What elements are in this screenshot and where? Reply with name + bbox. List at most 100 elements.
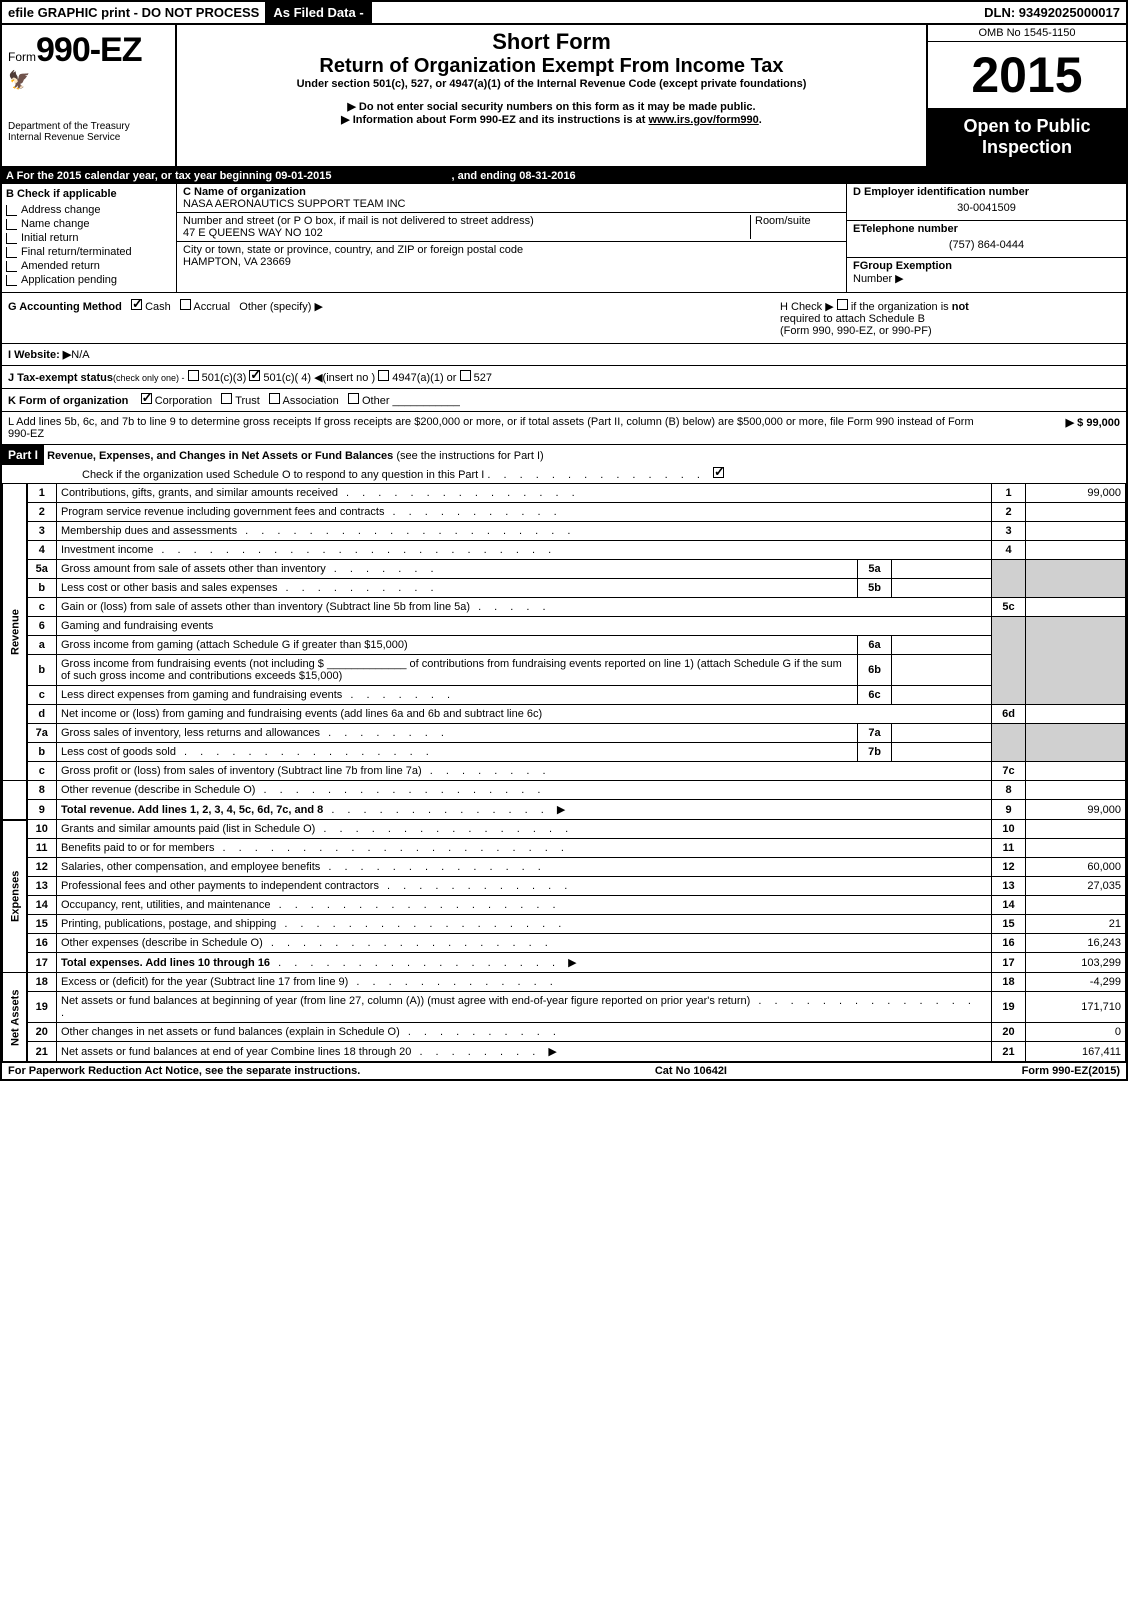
form-990ez-page: efile GRAPHIC print - DO NOT PROCESS As …	[0, 0, 1128, 1081]
year-box: OMB No 1545-1150 2015 Open to Public Ins…	[926, 25, 1126, 166]
short-form-title: Short Form	[185, 29, 918, 55]
line-5c: c Gain or (loss) from sale of assets oth…	[3, 598, 1126, 617]
chk-schedule-b-not-required[interactable]	[837, 299, 848, 310]
net-assets-side-label: Net Assets	[3, 973, 27, 1062]
chk-501c3[interactable]	[188, 370, 199, 381]
line-7c: c Gross profit or (loss) from sales of i…	[3, 762, 1126, 781]
line-6b: b Gross income from fundraising events (…	[3, 655, 1126, 686]
line-15: 15 Printing, publications, postage, and …	[3, 915, 1126, 934]
line-20: 20 Other changes in net assets or fund b…	[3, 1023, 1126, 1042]
line-6: 6 Gaming and fundraising events	[3, 617, 1126, 636]
row-i-website: I Website: ▶N/A	[2, 344, 1126, 366]
street-value: 47 E QUEENS WAY NO 102	[183, 227, 750, 239]
ein-label: D Employer identification number	[853, 186, 1120, 198]
form-version: Form 990-EZ(2015)	[1022, 1065, 1120, 1077]
line-7b: b Less cost of goods sold . . . . . . . …	[3, 743, 1126, 762]
form-prefix: Form	[8, 50, 36, 64]
line-8: 8 Other revenue (describe in Schedule O)…	[3, 781, 1126, 800]
as-filed-label: As Filed Data -	[265, 2, 371, 23]
line-18-value: -4,299	[1026, 973, 1126, 992]
form-number: 990-EZ	[36, 31, 142, 69]
footer: For Paperwork Reduction Act Notice, see …	[2, 1062, 1126, 1079]
line-13-value: 27,035	[1026, 877, 1126, 896]
part-1-table: Revenue 1 Contributions, gifts, grants, …	[2, 483, 1126, 1062]
line-16: 16 Other expenses (describe in Schedule …	[3, 934, 1126, 953]
chk-final-return[interactable]: Final return/terminated	[6, 246, 172, 258]
line-5a: 5a Gross amount from sale of assets othe…	[3, 560, 1126, 579]
line-6c: c Less direct expenses from gaming and f…	[3, 686, 1126, 705]
accounting-method-label: G Accounting Method	[8, 301, 122, 313]
line-6a: a Gross income from gaming (attach Sched…	[3, 636, 1126, 655]
line-21: 21 Net assets or fund balances at end of…	[3, 1042, 1126, 1062]
group-exempt-number: Number ▶	[853, 273, 904, 285]
room-suite-label: Room/suite	[750, 215, 840, 239]
line-6d: d Net income or (loss) from gaming and f…	[3, 705, 1126, 724]
revenue-side-label: Revenue	[3, 484, 27, 781]
under-section: Under section 501(c), 527, or 4947(a)(1)…	[185, 78, 918, 90]
phone-label: ETelephone number	[853, 223, 1120, 235]
line-15-value: 21	[1026, 915, 1126, 934]
tax-year: 2015	[928, 42, 1126, 108]
line-20-value: 0	[1026, 1023, 1126, 1042]
info-notice: ▶ Information about Form 990-EZ and its …	[185, 113, 918, 126]
website-value: N/A	[71, 349, 89, 361]
line-1-value: 99,000	[1026, 484, 1126, 503]
line-19-value: 171,710	[1026, 992, 1126, 1023]
chk-527[interactable]	[460, 370, 471, 381]
chk-accrual[interactable]	[180, 299, 191, 310]
line-17-value: 103,299	[1026, 953, 1126, 973]
chk-association[interactable]	[269, 393, 280, 404]
col-b-header: B Check if applicable	[6, 188, 172, 200]
chk-trust[interactable]	[221, 393, 232, 404]
chk-other-org[interactable]	[348, 393, 359, 404]
part-1-header: Part I Revenue, Expenses, and Changes in…	[2, 444, 1126, 483]
line-12: 12 Salaries, other compensation, and emp…	[3, 858, 1126, 877]
line-5b: b Less cost or other basis and sales exp…	[3, 579, 1126, 598]
org-name-label: C Name of organization	[183, 186, 840, 198]
line-11: 11 Benefits paid to or for members . . .…	[3, 839, 1126, 858]
group-exempt-label: FGroup Exemption	[853, 260, 952, 272]
irs-link[interactable]: www.irs.gov/form990	[649, 114, 759, 126]
row-a-tax-year: A For the 2015 calendar year, or tax yea…	[2, 168, 1126, 184]
part-1-label: Part I	[2, 445, 44, 465]
line-21-value: 167,411	[1026, 1042, 1126, 1062]
chk-corporation[interactable]	[141, 393, 152, 404]
line-10: Expenses 10 Grants and similar amounts p…	[3, 820, 1126, 839]
ein-value: 30-0041509	[853, 198, 1120, 218]
irs-seal-icon: 🦅	[8, 70, 169, 91]
line-4: 4 Investment income . . . . . . . . . . …	[3, 541, 1126, 560]
chk-initial-return[interactable]: Initial return	[6, 232, 172, 244]
dept-treasury: Department of the Treasury	[8, 121, 169, 132]
row-g-h: G Accounting Method Cash Accrual Other (…	[2, 293, 1126, 344]
chk-501c[interactable]	[249, 370, 260, 381]
dln: DLN: 93492025000017	[978, 2, 1126, 23]
chk-name-change[interactable]: Name change	[6, 218, 172, 230]
chk-schedule-o-used[interactable]	[713, 467, 724, 478]
chk-address-change[interactable]: Address change	[6, 204, 172, 216]
col-c-org-info: C Name of organization NASA AERONAUTICS …	[177, 184, 846, 292]
chk-amended-return[interactable]: Amended return	[6, 260, 172, 272]
row-k-org-form: K Form of organization Corporation Trust…	[2, 389, 1126, 412]
row-l-gross-receipts: L Add lines 5b, 6c, and 7b to line 9 to …	[2, 412, 1126, 444]
city-label: City or town, state or province, country…	[183, 244, 840, 256]
col-def: D Employer identification number 30-0041…	[846, 184, 1126, 292]
form-number-box: Form990-EZ 🦅 Department of the Treasury …	[2, 25, 177, 166]
line-12-value: 60,000	[1026, 858, 1126, 877]
chk-application-pending[interactable]: Application pending	[6, 274, 172, 286]
line-18: Net Assets 18 Excess or (deficit) for th…	[3, 973, 1126, 992]
city-value: HAMPTON, VA 23669	[183, 256, 840, 268]
efile-notice: efile GRAPHIC print - DO NOT PROCESS	[2, 2, 265, 23]
chk-cash[interactable]	[131, 299, 142, 310]
line-2: 2 Program service revenue including gove…	[3, 503, 1126, 522]
omb-number: OMB No 1545-1150	[928, 25, 1126, 42]
header: Form990-EZ 🦅 Department of the Treasury …	[2, 25, 1126, 168]
cat-number: Cat No 10642I	[360, 1065, 1021, 1077]
line-9: 9 Total revenue. Add lines 1, 2, 3, 4, 5…	[3, 800, 1126, 820]
open-public-badge: Open to Public Inspection	[928, 108, 1126, 166]
line-16-value: 16,243	[1026, 934, 1126, 953]
return-title: Return of Organization Exempt From Incom…	[185, 55, 918, 78]
line-19: 19 Net assets or fund balances at beginn…	[3, 992, 1126, 1023]
irs-label: Internal Revenue Service	[8, 132, 169, 143]
chk-4947a1[interactable]	[378, 370, 389, 381]
info-grid: B Check if applicable Address change Nam…	[2, 184, 1126, 293]
